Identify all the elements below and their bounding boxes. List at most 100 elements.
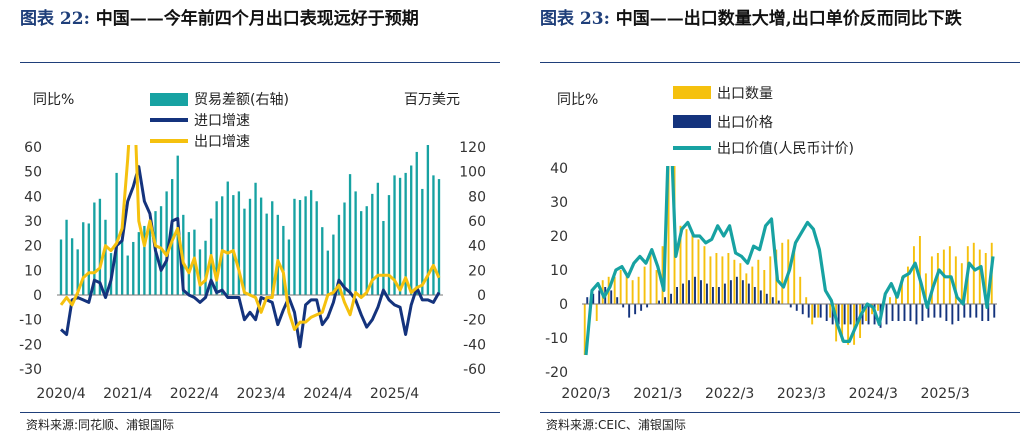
- trade-balance-bar: [215, 201, 218, 295]
- export-price-bar: [700, 280, 702, 304]
- export-price-bar: [640, 304, 643, 311]
- export-volume-bar: [637, 276, 640, 304]
- left-y-tick-label: 10: [24, 263, 42, 279]
- export-value-line: [584, 166, 995, 356]
- export-price-bar: [688, 280, 690, 304]
- trade-balance-bar: [393, 175, 396, 295]
- right-source-note: 资料来源:CEIC、浦银国际: [546, 418, 686, 432]
- export-price-bar: [927, 304, 930, 318]
- trade-balance-bar: [254, 182, 257, 295]
- trade-balance-bar: [337, 214, 341, 295]
- legend-label-export-volume: 出口数量: [717, 86, 773, 102]
- trade-balance-bar: [115, 172, 118, 295]
- export-price-bar: [789, 304, 792, 308]
- trade-balance-bar: [360, 211, 363, 295]
- export-volume-bar: [853, 304, 856, 345]
- export-price-bar: [837, 304, 840, 325]
- trade-balance-bar: [82, 222, 85, 295]
- trade-balance-bar: [404, 172, 407, 295]
- right-y-tick-label: 40: [468, 239, 486, 255]
- trade-balance-bar: [132, 241, 135, 295]
- export-price-bar: [813, 304, 816, 318]
- export-price-bar: [909, 304, 912, 321]
- right-chart-y-tick-label: 30: [550, 195, 568, 211]
- right-chart-x-tick-label: 2024/3: [849, 386, 898, 402]
- export-price-bar: [717, 287, 720, 304]
- export-volume-bar: [781, 242, 784, 304]
- export-volume-bar: [583, 304, 586, 355]
- export-price-bar: [759, 290, 762, 304]
- export-price-bar: [969, 304, 972, 318]
- left-title-rule: [20, 62, 500, 63]
- export-volume-bar: [936, 253, 939, 304]
- x-tick-label: 2022/4: [170, 386, 219, 402]
- right-chart-y-tick-label: 20: [550, 229, 568, 245]
- export-price-bar: [987, 304, 990, 321]
- trade-balance-bar: [309, 190, 313, 295]
- trade-balance-bar: [410, 165, 413, 295]
- legend-label-export-price: 出口价格: [717, 115, 773, 131]
- legend-swatch-export-price: [673, 115, 711, 128]
- export-price-bar: [735, 276, 738, 304]
- right-figure-label: 图表 23:: [540, 9, 610, 29]
- export-price-bar: [628, 304, 631, 318]
- right-chart-axis-label: 同比%: [557, 92, 598, 108]
- import-growth-line: [60, 165, 441, 349]
- export-volume-bar: [631, 280, 634, 304]
- export-volume-bar: [978, 249, 981, 304]
- export-volume-bar: [595, 304, 598, 321]
- trade-balance-bar: [187, 232, 191, 295]
- trade-balance-bar: [137, 232, 140, 295]
- export-price-bar: [658, 300, 661, 304]
- trade-balance-bar: [59, 239, 63, 295]
- export-volume-bar: [841, 304, 844, 342]
- right-chart-x-tick-label: 2022/3: [705, 386, 754, 402]
- trade-balance-bar: [76, 249, 79, 295]
- export-price-bar: [891, 304, 894, 321]
- export-price-bar: [795, 304, 798, 311]
- export-price-bar: [706, 283, 708, 304]
- export-volume-bar: [901, 276, 903, 304]
- trade-balance-bar: [198, 249, 202, 295]
- export-volume-bar: [649, 253, 652, 304]
- export-price-bar: [711, 287, 714, 304]
- trade-balance-bar: [343, 202, 346, 295]
- legend-label-import-growth: 进口增速: [194, 113, 250, 129]
- right-y-tick-label: 60: [468, 214, 486, 230]
- trade-balance-bar: [171, 179, 174, 295]
- export-volume-bar: [739, 263, 742, 304]
- trade-balance-bar: [98, 198, 102, 295]
- export-volume-bar: [745, 273, 748, 304]
- right-chart-title: 图表 23: 中国——出口数量大增,出口单价反而同比下跌: [540, 6, 1020, 32]
- export-price-bar: [747, 283, 750, 304]
- export-volume-bar: [924, 273, 927, 304]
- export-volume-bar: [984, 253, 987, 304]
- right-chart-y-tick-label: -10: [545, 331, 568, 347]
- trade-balance-bar: [104, 219, 107, 295]
- left-figure-label: 图表 22:: [20, 9, 90, 29]
- trade-balance-bar: [143, 225, 146, 295]
- right-y-tick-label: -40: [463, 337, 486, 353]
- trade-balance-bar: [398, 177, 402, 295]
- trade-balance-bar: [387, 195, 391, 295]
- export-price-bar: [646, 304, 649, 308]
- export-price-bar: [945, 304, 948, 321]
- export-volume-bar: [793, 246, 796, 304]
- export-price-bar: [849, 304, 852, 325]
- right-y-tick-label: -60: [463, 362, 486, 378]
- right-chart-x-tick-label: 2025/3: [920, 386, 969, 402]
- trade-balance-bar: [221, 196, 224, 295]
- trade-balance-bar: [237, 191, 241, 295]
- export-volume-bar: [715, 253, 718, 304]
- export-volume-bar: [889, 297, 891, 304]
- export-volume-bar: [619, 270, 622, 304]
- export-price-bar: [963, 304, 966, 318]
- trade-balance-bar: [126, 255, 129, 295]
- left-y-tick-label: 50: [24, 165, 42, 181]
- trade-balance-bar: [382, 221, 385, 295]
- export-price-bar: [939, 304, 942, 318]
- left-y-tick-label: -10: [19, 313, 42, 329]
- export-price-bar: [729, 280, 732, 304]
- trade-balance-bar: [354, 191, 357, 295]
